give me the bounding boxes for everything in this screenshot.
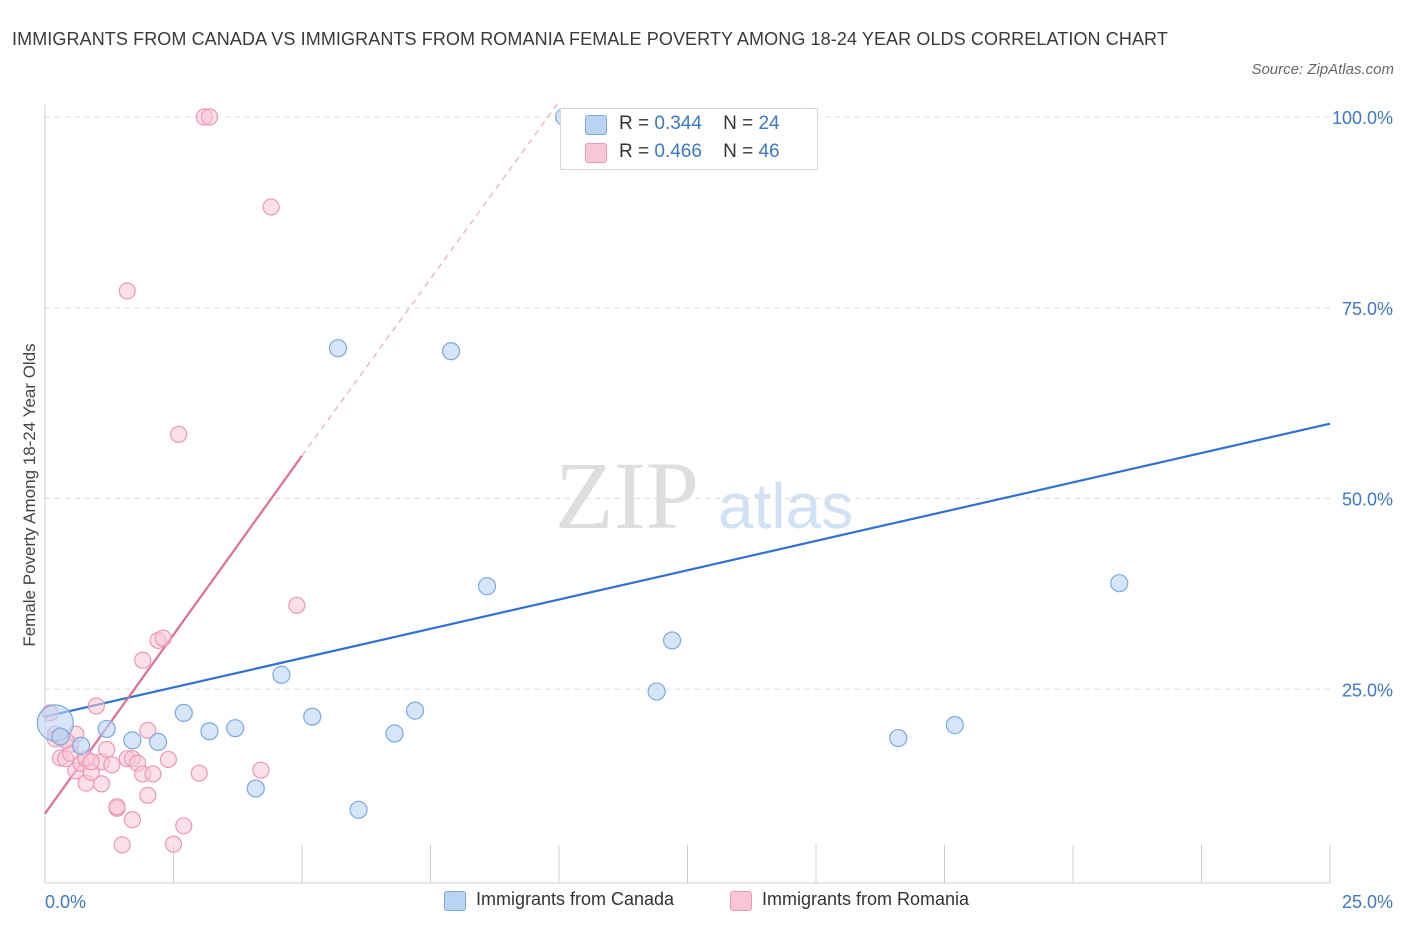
point-canada xyxy=(349,800,368,819)
legend-label-canada: Immigrants from Canada xyxy=(476,889,675,909)
legend-r-canada: 0.344 xyxy=(654,113,702,134)
point-romania xyxy=(252,761,270,779)
y-tick-label: 50.0% xyxy=(1342,490,1393,510)
legend-swatch-romania xyxy=(730,891,752,911)
grid-lines xyxy=(45,116,1330,690)
point-romania xyxy=(123,811,141,829)
legend-n-canada: 24 xyxy=(758,113,780,134)
point-romania xyxy=(262,198,280,216)
point-canada xyxy=(477,577,497,596)
legend-r-label: R = xyxy=(619,113,650,134)
source-label: Source: ZipAtlas.com xyxy=(1251,61,1394,78)
point-canada xyxy=(441,342,461,361)
point-romania xyxy=(190,764,208,782)
tick-labels: 25.0% 50.0% 75.0% 100.0% 0.0% 25.0% xyxy=(45,108,1393,912)
y-tick-label: 100.0% xyxy=(1332,108,1393,128)
legend-n-romania: 46 xyxy=(758,141,780,162)
point-romania xyxy=(164,835,183,853)
point-romania xyxy=(87,697,106,715)
series-legend: Immigrants from Canada Immigrants from R… xyxy=(0,889,1406,917)
point-romania xyxy=(139,786,157,804)
point-canada xyxy=(662,631,682,650)
point-canada xyxy=(123,731,142,750)
point-canada xyxy=(51,727,70,746)
chart-title: IMMIGRANTS FROM CANADA VS IMMIGRANTS FRO… xyxy=(12,29,1168,49)
point-romania xyxy=(103,756,121,774)
point-romania xyxy=(113,836,131,854)
legend-swatch-canada xyxy=(585,115,607,135)
point-canada xyxy=(328,339,348,358)
point-canada xyxy=(200,722,219,741)
trend-line-canada xyxy=(44,422,1331,718)
point-canada xyxy=(272,665,291,684)
correlation-legend: R = 0.344 N = 24 R = 0.466 N = 46 xyxy=(560,108,818,170)
point-romania xyxy=(108,798,126,816)
point-romania xyxy=(175,817,193,835)
point-romania xyxy=(170,425,188,444)
point-romania xyxy=(134,651,152,669)
watermark: ZIP atlas xyxy=(555,442,853,549)
point-canada xyxy=(303,707,322,726)
point-canada xyxy=(97,719,116,739)
point-canada xyxy=(405,701,425,720)
point-romania xyxy=(82,753,100,771)
point-canada xyxy=(226,719,245,738)
point-canada xyxy=(246,779,265,798)
watermark-atlas: atlas xyxy=(718,470,853,542)
point-canada xyxy=(889,728,908,748)
point-canada xyxy=(148,732,168,751)
x-tick-label: 0.0% xyxy=(45,892,86,912)
point-romania xyxy=(92,775,111,793)
legend-r-romania: 0.466 xyxy=(654,141,702,162)
point-romania xyxy=(159,750,177,769)
point-canada xyxy=(647,682,666,701)
point-romania xyxy=(154,629,172,647)
y-tick-label: 25.0% xyxy=(1342,680,1393,700)
legend-swatch-romania xyxy=(585,143,607,163)
legend-n-label: N = xyxy=(723,141,754,162)
legend-swatch-canada xyxy=(444,891,466,911)
point-romania xyxy=(288,596,306,614)
point-canada xyxy=(945,716,964,735)
point-romania xyxy=(144,765,162,783)
axes xyxy=(44,105,1331,884)
legend-label-romania: Immigrants from Romania xyxy=(762,889,970,909)
y-tick-label: 75.0% xyxy=(1342,299,1393,319)
point-romania xyxy=(98,740,116,759)
point-romania xyxy=(200,108,219,126)
point-romania xyxy=(118,282,136,300)
legend-r-label: R = xyxy=(619,141,650,162)
point-canada xyxy=(1110,574,1129,593)
trend-line-romania-extension xyxy=(301,101,560,457)
x-tick-label: 25.0% xyxy=(1342,892,1393,912)
point-canada xyxy=(71,736,91,755)
watermark-zip: ZIP xyxy=(555,442,699,549)
point-romania xyxy=(139,721,157,740)
point-canada xyxy=(174,703,193,723)
data-points xyxy=(36,107,1129,854)
point-canada xyxy=(385,724,404,743)
legend-n-label: N = xyxy=(723,113,754,134)
